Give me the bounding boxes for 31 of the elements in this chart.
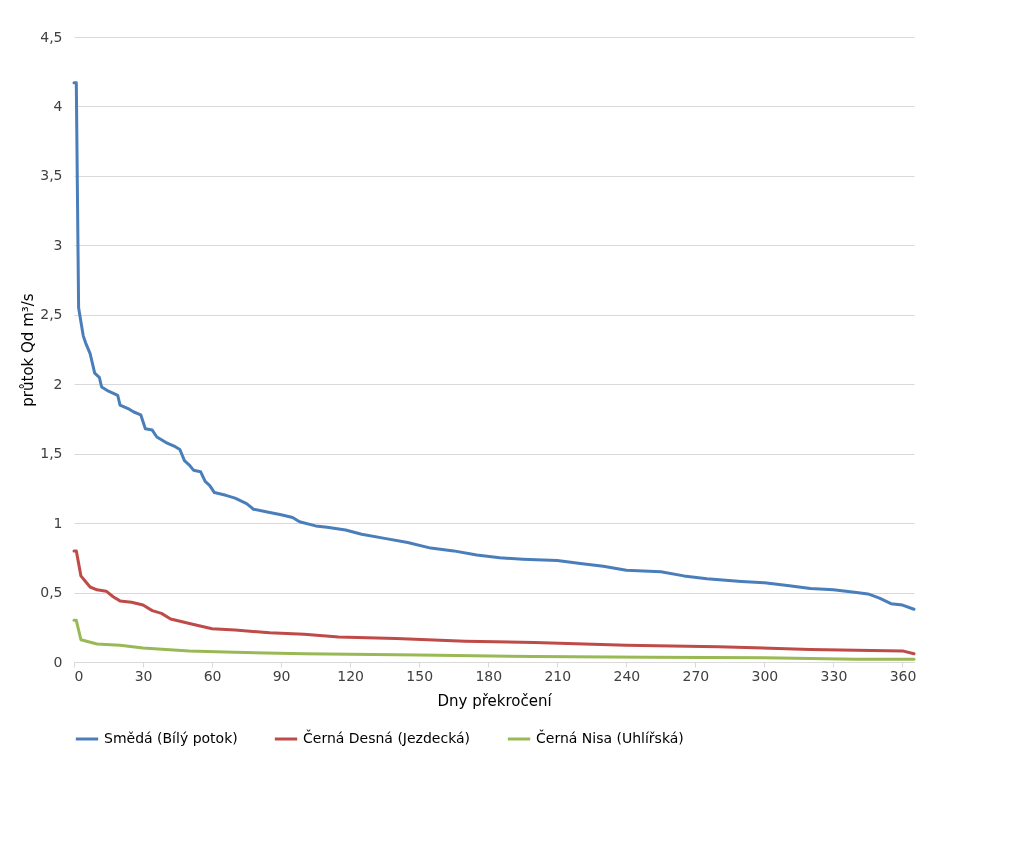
y-tick-label: 2,5 xyxy=(40,306,63,323)
x-tick-label: 240 xyxy=(613,667,641,684)
x-tick-label: 360 xyxy=(889,667,917,684)
y-tick-label: 1,5 xyxy=(40,445,63,462)
x-tick-label: 0 xyxy=(74,667,84,684)
y-tick-label: 1 xyxy=(53,514,63,531)
line-series xyxy=(72,618,916,661)
legend-label: Smědá (Bílý potok) xyxy=(104,730,238,746)
x-tick-label: 120 xyxy=(337,667,365,684)
x-tick-label: 30 xyxy=(134,667,153,684)
x-tick-label: 150 xyxy=(406,667,434,684)
y-tick-label: 3,5 xyxy=(40,167,63,184)
legend-label: Černá Desná (Jezdecká) xyxy=(303,729,471,746)
x-tick-label: 330 xyxy=(820,667,848,684)
line-series xyxy=(72,81,916,611)
y-tick-label: 0,5 xyxy=(40,584,63,601)
x-axis-title: Dny překročení xyxy=(437,691,553,710)
legend-label: Černá Nisa (Uhlířská) xyxy=(536,729,684,746)
line-series xyxy=(72,549,916,656)
x-tick-label: 90 xyxy=(272,667,291,684)
x-tick-label: 180 xyxy=(475,667,503,684)
y-tick-label: 4 xyxy=(53,97,63,114)
x-tick-label: 210 xyxy=(544,667,572,684)
y-tick-label: 4,5 xyxy=(40,28,63,45)
y-tick-label: 3 xyxy=(53,236,63,253)
y-axis-title: průtok Qd m³/s xyxy=(19,293,38,407)
x-tick-label: 300 xyxy=(751,667,779,684)
x-tick-label: 270 xyxy=(682,667,710,684)
y-tick-label: 0 xyxy=(53,653,63,670)
x-tick-label: 60 xyxy=(203,667,222,684)
y-tick-label: 2 xyxy=(53,375,63,392)
